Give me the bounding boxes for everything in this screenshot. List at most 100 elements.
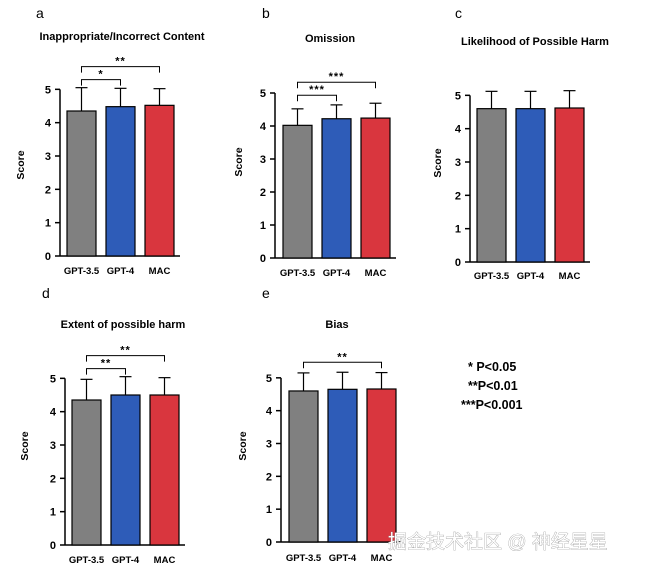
y-axis-label: Score (233, 147, 245, 176)
y-axis-label: Score (19, 431, 31, 460)
y-axis-label: Score (15, 150, 27, 179)
significance-legend: * P<0.05 **P<0.01 ***P<0.001 (461, 360, 523, 412)
y-tick-label: 3 (45, 151, 51, 163)
bar-gpt-3-5 (476, 108, 507, 263)
chart-title: Extent of possible harm (61, 319, 186, 331)
x-tick-label: MAC (154, 555, 176, 566)
x-tick-label: GPT-4 (323, 268, 351, 279)
significance-label: ** (115, 56, 126, 68)
panel-letter: b (262, 5, 270, 21)
y-tick-label: 5 (455, 90, 461, 102)
x-tick-label: MAC (371, 553, 393, 564)
significance-bracket (86, 368, 126, 375)
y-tick-label: 3 (266, 439, 272, 451)
y-tick-label: 0 (50, 540, 56, 552)
bar-mac (360, 117, 391, 259)
y-tick-label: 4 (45, 118, 52, 130)
bar-gpt-4 (110, 394, 141, 546)
y-tick-label: 5 (266, 373, 272, 385)
y-tick-label: 4 (50, 407, 57, 419)
bar-gpt-3-5 (71, 399, 102, 546)
x-tick-label: MAC (365, 268, 387, 279)
y-tick-label: 2 (45, 184, 51, 196)
chart-panel-c: c Likelihood of Possible Harm Score 0 1 2 3 4 5 G… (432, 5, 609, 282)
legend-line-2: **P<0.01 (468, 379, 518, 393)
y-tick-label: 5 (45, 84, 51, 96)
significance-bracket (81, 79, 121, 86)
significance-bracket (297, 81, 376, 89)
significance-label: *** (309, 84, 325, 96)
significance-bracket (303, 361, 382, 369)
chart-title: Bias (325, 319, 348, 331)
chart-panel-a: a Inappropriate/Incorrect Content Score 0 1 2… (15, 5, 205, 277)
chart-panel-e: e Bias Score 0 1 2 3 4 5 GPT-3.5 GPT-4 MAC ** (237, 285, 402, 564)
bar-mac (366, 388, 397, 543)
y-tick-label: 2 (266, 471, 272, 483)
bar-gpt-4 (105, 106, 136, 257)
y-tick-label: 5 (50, 373, 56, 385)
panel-letter: c (455, 5, 462, 21)
bar-mac (144, 104, 175, 257)
y-axis-label: Score (237, 431, 249, 460)
panel-letter: a (36, 5, 44, 21)
legend-line-3: ***P<0.001 (461, 398, 523, 412)
bar-gpt-3-5 (288, 390, 319, 543)
y-tick-label: 5 (260, 88, 266, 100)
y-tick-label: 1 (50, 507, 56, 519)
significance-bracket (81, 66, 160, 73)
y-tick-label: 4 (260, 121, 267, 133)
y-tick-label: 2 (260, 187, 266, 199)
x-tick-label: GPT-3.5 (280, 268, 316, 279)
bar-gpt-4 (321, 118, 352, 259)
bar-gpt-3-5 (66, 110, 97, 257)
significance-bracket (86, 355, 165, 362)
y-tick-label: 3 (260, 154, 266, 166)
y-tick-label: 2 (455, 190, 461, 202)
chart-panel-d: d Extent of possible harm Score 0 1 2 3 4 5 GPT-3… (19, 285, 186, 566)
chart-title: Likelihood of Possible Harm (461, 36, 609, 48)
significance-label: * (98, 69, 103, 81)
y-tick-label: 4 (455, 124, 462, 136)
bar-gpt-4 (515, 108, 546, 263)
x-tick-label: GPT-3.5 (69, 555, 105, 566)
y-tick-label: 1 (266, 504, 272, 516)
x-tick-label: GPT-4 (329, 553, 357, 564)
x-tick-label: GPT-3.5 (286, 553, 322, 564)
x-tick-label: MAC (559, 271, 581, 282)
significance-label: *** (329, 71, 345, 83)
bar-mac (149, 394, 180, 546)
x-tick-label: MAC (149, 266, 171, 277)
y-tick-label: 1 (45, 218, 51, 230)
x-tick-label: GPT-3.5 (64, 266, 100, 277)
y-tick-label: 0 (455, 257, 461, 269)
x-tick-label: GPT-4 (107, 266, 135, 277)
bar-gpt-4 (327, 388, 358, 543)
y-tick-label: 0 (260, 253, 266, 265)
x-tick-label: GPT-4 (517, 271, 545, 282)
y-tick-label: 0 (266, 537, 272, 549)
x-tick-label: GPT-4 (112, 555, 140, 566)
y-tick-label: 2 (50, 473, 56, 485)
y-tick-label: 3 (50, 440, 56, 452)
significance-label: ** (101, 358, 112, 370)
y-tick-label: 1 (260, 220, 266, 232)
chart-panel-b: b Omission Score 0 1 2 3 4 5 GPT-3.5 GPT-4 MAC *** **… (233, 5, 396, 279)
chart-panels: a Inappropriate/Incorrect Content Score 0 1 2… (15, 5, 609, 566)
y-tick-label: 3 (455, 157, 461, 169)
y-tick-label: 4 (266, 406, 273, 418)
legend-line-1: * P<0.05 (468, 360, 516, 374)
panel-letter: d (42, 285, 50, 301)
watermark: 掘金技术社区 @ 神经星星 (388, 531, 608, 553)
bar-mac (554, 107, 585, 263)
significance-bracket (297, 94, 337, 102)
y-tick-label: 1 (455, 224, 461, 236)
bar-gpt-3-5 (282, 124, 313, 259)
chart-title: Omission (305, 33, 355, 45)
panel-letter: e (262, 285, 270, 301)
significance-label: ** (120, 345, 131, 357)
y-axis-label: Score (432, 148, 444, 177)
x-tick-label: GPT-3.5 (474, 271, 510, 282)
y-tick-label: 0 (45, 251, 51, 263)
chart-title: Inappropriate/Incorrect Content (39, 31, 204, 43)
